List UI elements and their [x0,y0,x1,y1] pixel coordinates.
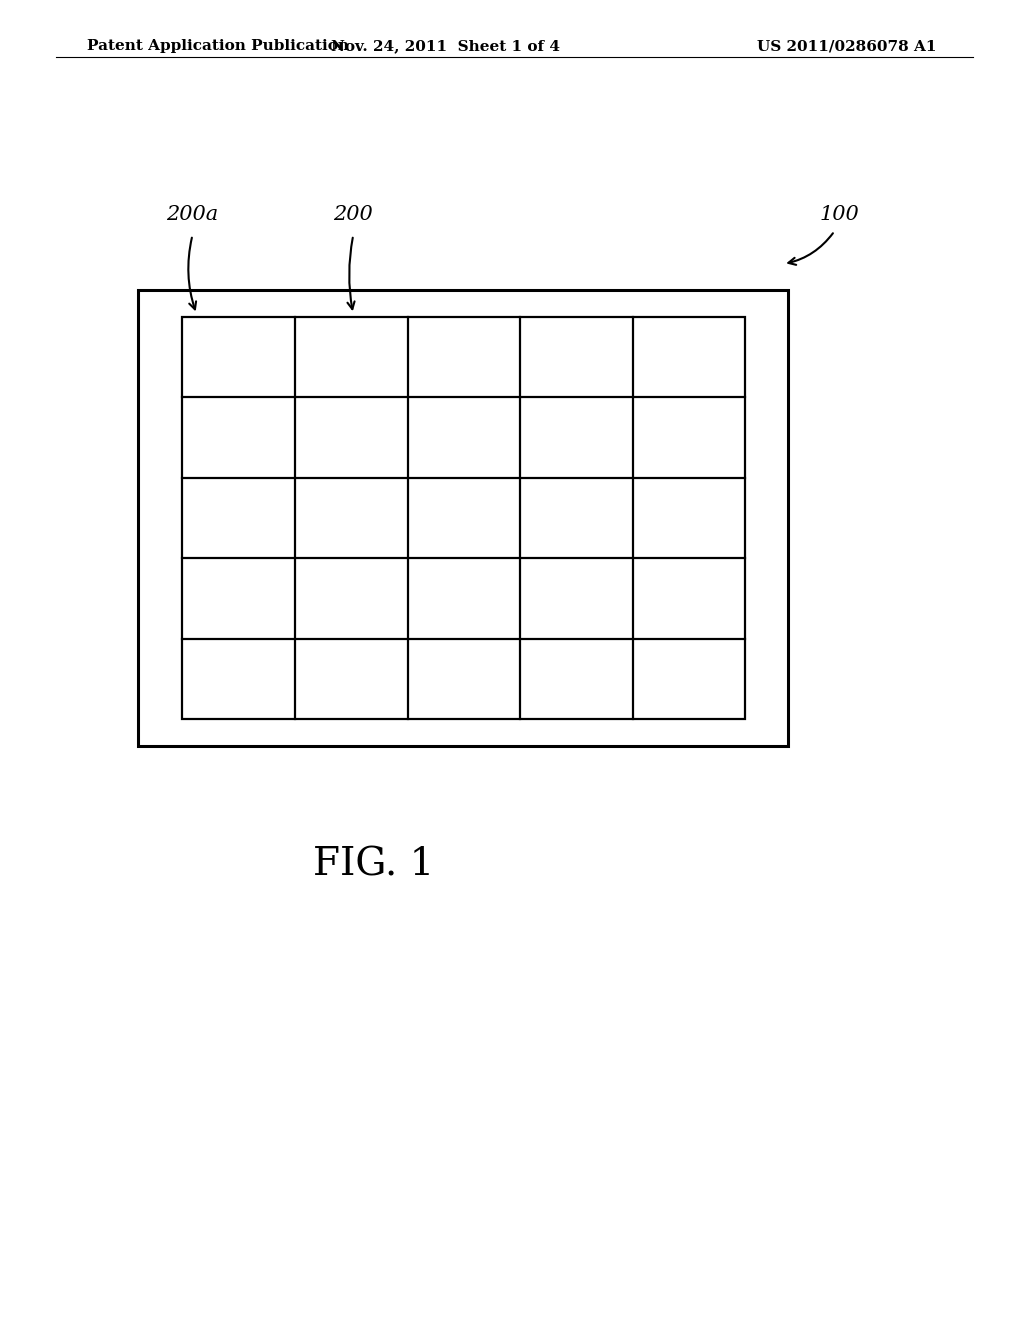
Text: Patent Application Publication: Patent Application Publication [87,40,349,53]
Text: US 2011/0286078 A1: US 2011/0286078 A1 [758,40,937,53]
Text: 100: 100 [820,206,859,224]
Bar [182,317,745,719]
Bar [138,290,788,746]
Text: 200: 200 [334,206,373,224]
Text: Nov. 24, 2011  Sheet 1 of 4: Nov. 24, 2011 Sheet 1 of 4 [331,40,560,53]
Text: FIG. 1: FIG. 1 [313,846,434,883]
Text: 200a: 200a [166,206,219,224]
